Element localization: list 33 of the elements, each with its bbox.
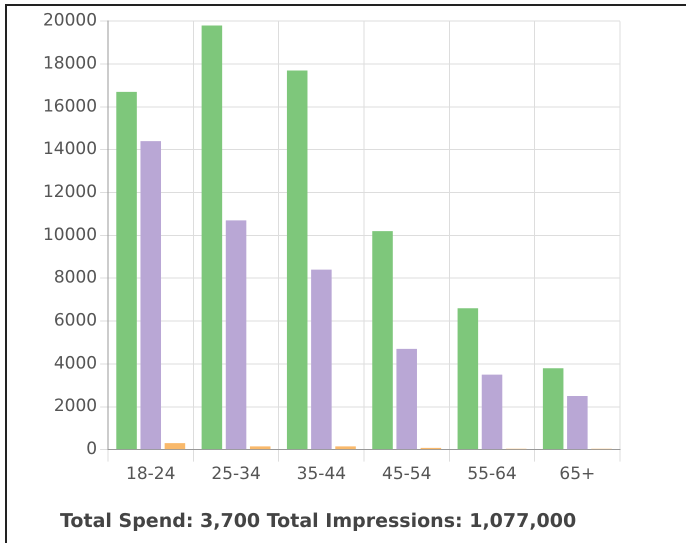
bar [164, 443, 186, 450]
x-tick-label: 18-24 [126, 464, 176, 484]
bar [372, 231, 393, 450]
y-tick-label: 4000 [54, 353, 98, 374]
x-tick-label: 35-44 [296, 464, 346, 484]
bar [311, 270, 332, 450]
y-tick-label: 14000 [42, 139, 98, 160]
text: Total Spend: 3,700 Total Impressions: 1,077,000 [60, 510, 576, 532]
y-tick-label: 20000 [42, 10, 98, 31]
y-tick-label: 8000 [54, 268, 98, 288]
bar [542, 368, 564, 450]
y-tick-label: 0 [86, 439, 98, 460]
x-tick-label: 65+ [559, 464, 596, 484]
bar [335, 446, 356, 450]
bar [458, 308, 478, 450]
bar [396, 348, 417, 450]
bar [226, 220, 246, 450]
bar [140, 141, 162, 450]
x-tick-label: 55-64 [467, 464, 517, 484]
y-tick-label: 10000 [42, 224, 98, 245]
bar [250, 446, 271, 450]
y-tick-label: 16000 [42, 96, 98, 116]
bar [286, 70, 308, 450]
y-tick-label: 18000 [42, 53, 98, 74]
y-tick-label: 12000 [42, 182, 98, 202]
y-tick-label: 6000 [54, 310, 98, 330]
x-tick-label: 25-34 [211, 464, 261, 484]
bar [116, 92, 137, 450]
bar [482, 374, 502, 450]
y-tick-label: 2000 [54, 396, 98, 416]
bar [202, 25, 222, 450]
x-tick-label: 45-54 [382, 464, 432, 484]
bar [567, 396, 588, 450]
